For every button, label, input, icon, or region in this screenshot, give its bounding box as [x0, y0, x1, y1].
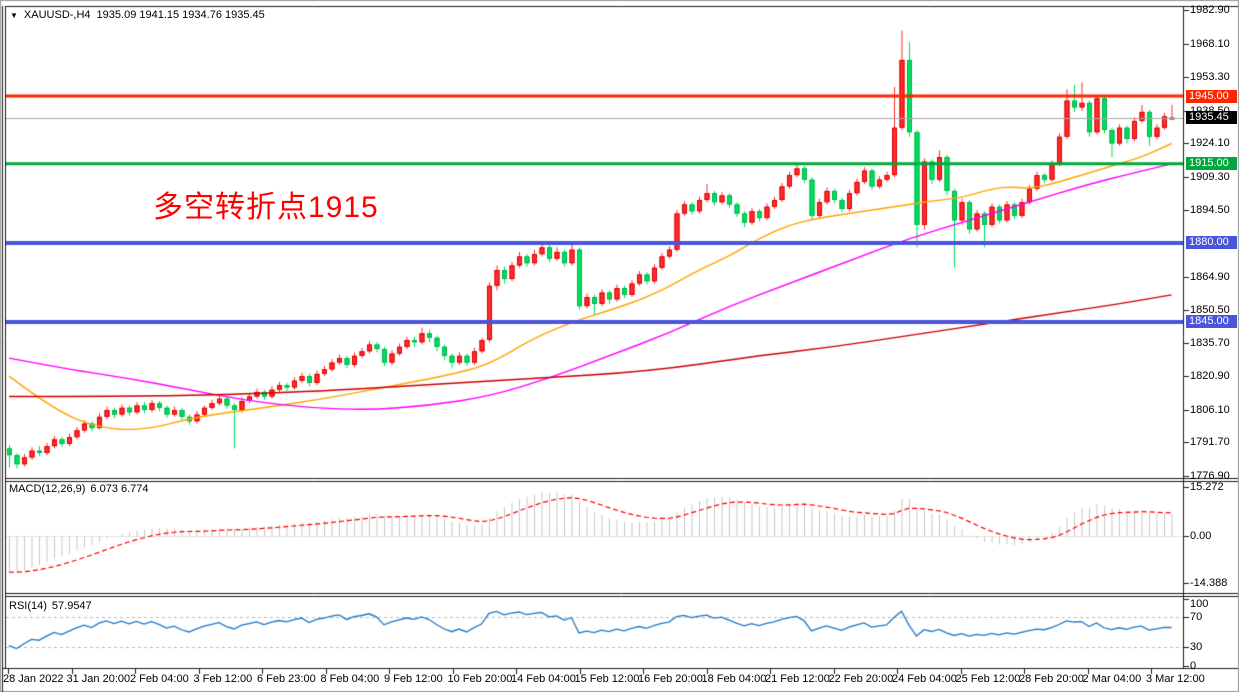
symbol-dropdown-icon[interactable]: ▼ — [10, 10, 18, 20]
